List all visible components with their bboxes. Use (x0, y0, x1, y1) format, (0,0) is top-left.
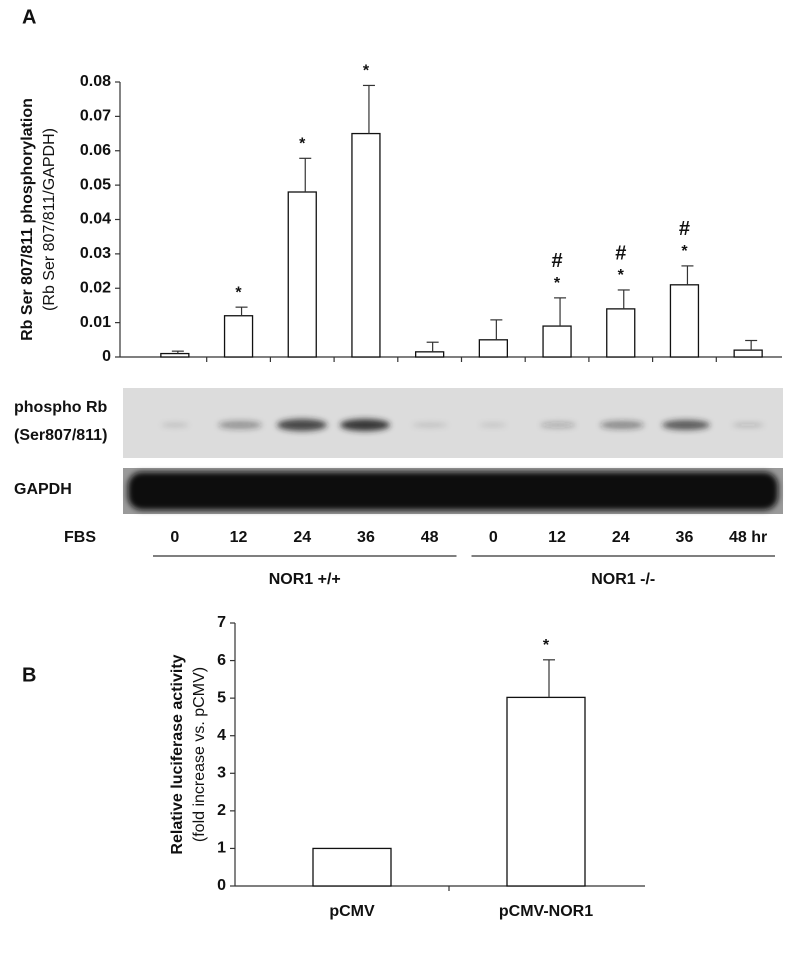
significance-mark: * (681, 243, 688, 260)
significance-mark: * (363, 63, 370, 80)
y-axis-sublabel: (fold increase vs. pCMV) (191, 667, 208, 842)
y-tick-label: 3 (217, 765, 226, 782)
y-tick-label: 4 (217, 727, 226, 744)
bar (506, 696, 586, 887)
blot-label: phospho Rb (14, 399, 108, 416)
panel-label: B (22, 664, 36, 686)
bar (478, 339, 509, 358)
bar (606, 308, 636, 358)
significance-mark: * (235, 284, 242, 301)
x-tick-label: 0 (489, 529, 498, 546)
blot-label: (Ser807/811) (14, 427, 107, 444)
significance-mark: # (679, 218, 690, 240)
x-tick-label: 36 (357, 529, 375, 546)
bar (312, 847, 392, 887)
y-tick-label: 0.01 (80, 314, 111, 331)
significance-mark: # (615, 242, 626, 264)
y-tick-label: 0.04 (80, 211, 111, 228)
bar (733, 349, 763, 358)
bar (160, 352, 190, 358)
significance-mark: * (543, 637, 550, 654)
significance-mark: # (551, 250, 562, 272)
x-axis-label: FBS (64, 529, 96, 546)
bar (669, 284, 700, 358)
y-tick-label: 2 (217, 802, 226, 819)
y-tick-label: 0.03 (80, 245, 111, 262)
y-tick-label: 0.05 (80, 176, 111, 193)
group-label: NOR1 -/- (591, 571, 655, 588)
y-axis-sublabel: (Rb Ser 807/811/GAPDH) (41, 128, 58, 311)
x-tick-label: 48 (421, 529, 439, 546)
y-tick-label: 0.07 (80, 108, 111, 125)
significance-mark: * (618, 267, 625, 284)
bar (414, 351, 445, 358)
y-tick-label: 7 (217, 614, 226, 631)
x-tick-label: pCMV (329, 903, 375, 920)
x-tick-label: 24 (612, 529, 630, 546)
x-tick-label: 12 (230, 529, 248, 546)
x-tick-label: 36 (676, 529, 694, 546)
y-tick-label: 0.06 (80, 142, 111, 159)
y-tick-label: 0 (102, 348, 111, 365)
y-tick-label: 0.08 (80, 73, 111, 90)
blot-label: GAPDH (14, 481, 72, 498)
x-tick-label: 24 (293, 529, 311, 546)
x-tick-label: pCMV-NOR1 (499, 903, 593, 920)
bar (351, 132, 381, 358)
bar (542, 325, 572, 358)
panel-label: A (22, 6, 36, 28)
y-tick-label: 0 (217, 877, 226, 894)
y-axis-label: Rb Ser 807/811 phosphorylation (19, 98, 36, 341)
y-tick-label: 5 (217, 689, 226, 706)
bar (287, 191, 317, 358)
x-tick-label: 12 (548, 529, 566, 546)
x-tick-label: 0 (170, 529, 179, 546)
x-tick-label: 48 hr (729, 529, 767, 546)
phospho-blot (123, 388, 783, 458)
y-tick-label: 1 (217, 840, 226, 857)
group-label: NOR1 +/+ (269, 571, 341, 588)
y-axis-label: Relative luciferase activity (169, 654, 186, 854)
gapdh-blot (123, 468, 783, 514)
bar (223, 315, 254, 358)
y-tick-label: 6 (217, 652, 226, 669)
significance-mark: * (554, 275, 561, 292)
significance-mark: * (299, 136, 306, 153)
y-tick-label: 0.02 (80, 279, 111, 296)
